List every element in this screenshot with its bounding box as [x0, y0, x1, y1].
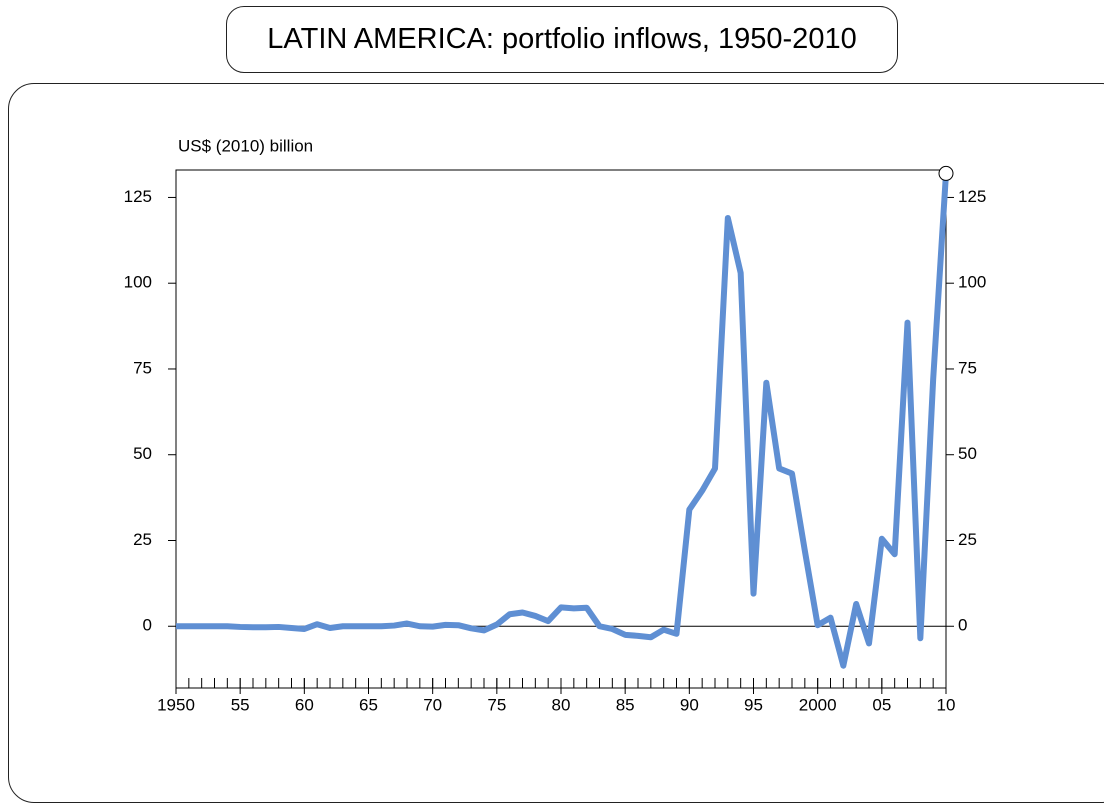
x-tick-label: 80	[552, 695, 571, 714]
y-axis-label: US$ (2010) billion	[178, 136, 313, 155]
end-marker	[938, 165, 954, 181]
data-line	[176, 173, 949, 669]
x-tick-label: 85	[616, 695, 635, 714]
y-tick-label: 0	[958, 616, 967, 635]
x-tick-label: 60	[295, 695, 314, 714]
y-tick-label: 25	[958, 530, 977, 549]
x-tick-label: 75	[487, 695, 506, 714]
chart-title: LATIN AMERICA: portfolio inflows, 1950-2…	[226, 6, 898, 73]
x-tick-label: 95	[744, 695, 763, 714]
y-tick-label: 0	[143, 616, 152, 635]
x-tick-label: 90	[680, 695, 699, 714]
page: LATIN AMERICA: portfolio inflows, 1950-2…	[8, 6, 1104, 803]
x-tick-label: 05	[872, 695, 891, 714]
x-tick-label: 70	[423, 695, 442, 714]
x-tick-label: 2000	[799, 695, 837, 714]
x-tick-label: 10	[937, 695, 956, 714]
x-tick-label: 1950	[157, 695, 195, 714]
y-tick-label: 125	[124, 187, 152, 206]
y-tick-label: 50	[133, 444, 152, 463]
chart: US$ (2010) billion 0 0 25 25 50 50 75 75 100 100 1…	[124, 136, 987, 714]
y-tick-label: 75	[958, 358, 977, 377]
y-tick-label: 25	[133, 530, 152, 549]
y-tick-label: 50	[958, 444, 977, 463]
y-tick-label: 75	[133, 358, 152, 377]
y-tick-label: 100	[124, 273, 152, 292]
x-tick-label: 55	[231, 695, 250, 714]
y-tick-label: 100	[958, 273, 986, 292]
y-tick-label: 125	[958, 187, 986, 206]
x-tick-label: 65	[359, 695, 378, 714]
